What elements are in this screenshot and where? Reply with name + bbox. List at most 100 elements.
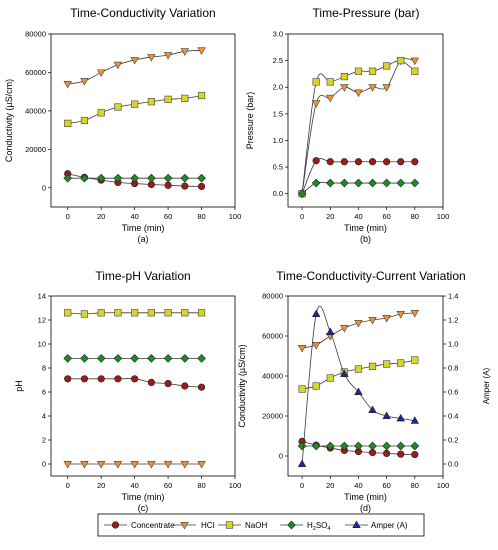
chart-title: Time-pH Variation [95, 269, 190, 283]
y-tick-label: 2.0 [273, 83, 283, 92]
legend-marker-h2so4 [287, 520, 296, 530]
y-tick-label: 10 [38, 340, 46, 349]
x-tick-label: 100 [437, 212, 450, 221]
data-point-concentrate [197, 383, 206, 391]
data-point-concentrate [368, 158, 377, 166]
data-point-concentrate [312, 157, 320, 165]
data-point-h2so4 [163, 173, 173, 183]
y-tick-label: 0 [42, 460, 46, 469]
chart-title: Time-Conductivity-Current Variation [276, 269, 465, 283]
chart-panel-0: Time-Conductivity Variation 0 20 40 60 80 100 0… [4, 6, 241, 244]
data-point-naoh [298, 385, 306, 393]
y-tick-label: 0 [279, 452, 283, 461]
x-tick-label: 60 [382, 212, 390, 221]
data-point-h2so4 [340, 441, 349, 451]
chart-panel-1: Time-Pressure (bar) 0 20 40 60 80 100 0.0 0.5 1.0… [245, 6, 449, 244]
data-point-h2so4 [113, 354, 123, 363]
data-point-concentrate [197, 182, 206, 191]
data-point-hcl [368, 316, 377, 325]
data-point-amper [311, 309, 321, 318]
y2-tick-label: 0.8 [448, 364, 458, 373]
y2-tick-label: 1.4 [448, 292, 458, 301]
data-point-h2so4 [96, 354, 106, 363]
data-point-naoh [312, 78, 320, 86]
data-point-naoh [114, 309, 122, 317]
data-point-hcl [80, 460, 89, 469]
legend-label-amper: Amper (A) [371, 521, 408, 530]
data-point-hcl [197, 47, 206, 55]
plot-frame [50, 33, 236, 208]
y-tick-label: 0.0 [273, 189, 283, 198]
legend-label-hcl: HCl [201, 521, 215, 530]
data-point-hcl [63, 80, 72, 89]
data-point-h2so4 [180, 354, 190, 363]
data-point-h2so4 [130, 173, 139, 183]
x-tick-label: 60 [164, 212, 172, 221]
data-point-h2so4 [130, 354, 139, 363]
data-point-naoh [164, 95, 172, 103]
y2-tick-label: 1.2 [448, 316, 458, 325]
y-axis-label: Pressure (bar) [245, 92, 255, 150]
data-point-hcl [113, 61, 123, 70]
chart-title: Time-Conductivity Variation [70, 6, 215, 20]
x-tick-label: 0 [66, 481, 70, 490]
data-point-concentrate [114, 375, 122, 383]
y-tick-label: 3.0 [273, 30, 283, 39]
y-axis-label: pH [14, 380, 24, 392]
data-point-concentrate [164, 380, 172, 388]
data-point-h2so4 [396, 178, 406, 188]
data-point-hcl [180, 460, 190, 469]
x-tick-label: 0 [66, 212, 70, 221]
data-point-naoh [64, 119, 72, 127]
x-tick-label: 40 [130, 481, 138, 490]
data-point-amper [326, 327, 335, 336]
x-tick-label: 40 [354, 481, 362, 490]
x-tick-label: 60 [164, 481, 172, 490]
legend-box [97, 513, 425, 537]
data-point-amper [382, 411, 391, 420]
data-point-h2so4 [410, 178, 420, 188]
data-point-concentrate [97, 375, 105, 383]
y-axis-label: Conductivity (µS/cm) [4, 79, 14, 162]
y-tick-label: 60000 [25, 68, 46, 77]
panel-caption: (d) [360, 503, 371, 513]
x-tick-label: 20 [97, 481, 105, 490]
data-point-hcl [163, 52, 173, 60]
data-point-naoh [383, 360, 391, 368]
x-tick-label: 40 [130, 212, 138, 221]
data-point-naoh [411, 67, 419, 75]
data-point-h2so4 [297, 189, 307, 199]
data-point-amper [396, 413, 405, 422]
data-point-hcl [410, 57, 420, 66]
data-point-naoh [368, 67, 377, 75]
data-point-hcl [410, 309, 420, 318]
y2-tick-label: 0.2 [448, 436, 458, 445]
data-point-naoh [164, 309, 172, 317]
x-tick-label: 80 [197, 481, 205, 490]
x-tick-label: 40 [354, 212, 362, 221]
data-point-naoh [131, 309, 139, 317]
data-point-h2so4 [80, 173, 89, 183]
y-tick-label: 2.5 [273, 56, 283, 65]
x-axis-label: Time (min) [344, 223, 387, 233]
plot-frame [50, 295, 236, 477]
chart-panel-2: Time-pH Variation 0 20 40 60 80 100 0 2 4 6 8 10 12 14… [14, 269, 241, 513]
x-tick-label: 80 [411, 212, 419, 221]
y-tick-label: 80000 [262, 292, 283, 301]
data-point-hcl [354, 319, 363, 328]
data-point-h2so4 [410, 441, 420, 451]
data-point-concentrate [411, 158, 419, 166]
legend-label-concentrate: Concentrate [131, 521, 175, 530]
data-point-hcl [396, 310, 405, 319]
legend-marker-hcl [180, 521, 189, 530]
data-point-naoh [312, 382, 320, 390]
x-tick-label: 0 [300, 212, 304, 221]
data-point-h2so4 [197, 173, 206, 183]
data-point-h2so4 [113, 173, 123, 183]
x-tick-label: 20 [97, 212, 105, 221]
data-point-hcl [163, 460, 173, 469]
data-point-hcl [368, 84, 377, 92]
data-point-hcl [382, 84, 391, 92]
chart-panel-3: Time-Conductivity-Current Variation 0 20 40… [237, 269, 491, 513]
x-axis-label: Time (min) [122, 492, 165, 502]
